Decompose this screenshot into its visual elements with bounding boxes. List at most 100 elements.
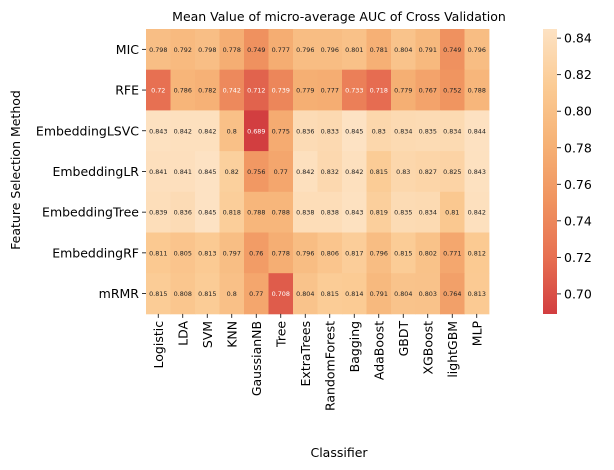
cell-value-label: 0.8 bbox=[227, 127, 237, 135]
y-tick-label: MIC bbox=[116, 42, 139, 57]
heatmap-cell bbox=[146, 273, 171, 315]
colorbar-tick-label: 0.70 bbox=[564, 286, 592, 301]
heatmap-cell bbox=[146, 151, 171, 193]
heatmap-cell bbox=[293, 232, 318, 274]
cell-value-label: 0.845 bbox=[198, 209, 216, 217]
heatmap-cell bbox=[195, 110, 220, 152]
cell-value-label: 0.813 bbox=[468, 290, 486, 298]
heatmap-cell bbox=[317, 273, 343, 315]
cell-value-label: 0.811 bbox=[149, 249, 167, 257]
cell-value-label: 0.733 bbox=[345, 87, 363, 95]
cell-value-label: 0.796 bbox=[321, 46, 339, 54]
heatmap-cell bbox=[219, 191, 245, 233]
colorbar-tick-label: 0.76 bbox=[564, 177, 592, 192]
heatmap-cell bbox=[293, 191, 318, 233]
cell-value-label: 0.712 bbox=[247, 87, 265, 95]
x-tick-label: GaussianNB bbox=[249, 321, 264, 396]
y-axis-ticks: MIC RFE EmbeddingLSVC EmbeddingLR EmbeddingT… bbox=[36, 42, 146, 301]
cell-value-label: 0.814 bbox=[345, 290, 363, 298]
x-tick-label: RandomForest bbox=[322, 321, 337, 411]
heatmap-cell bbox=[391, 69, 416, 111]
cell-value-label: 0.8 bbox=[227, 290, 237, 298]
heatmap-cell bbox=[317, 110, 343, 152]
x-tick-label: lightGBM bbox=[445, 321, 460, 378]
heatmap-cell bbox=[146, 69, 171, 111]
heatmap-cell bbox=[170, 29, 196, 71]
cell-value-label: 0.842 bbox=[198, 127, 216, 135]
heatmap-cell bbox=[464, 29, 490, 71]
heatmap-cell bbox=[170, 273, 196, 315]
cell-value-label: 0.813 bbox=[198, 249, 216, 257]
heatmap-cell bbox=[464, 191, 490, 233]
heatmap-cell bbox=[391, 191, 416, 233]
cell-value-label: 0.775 bbox=[272, 127, 290, 135]
x-tick-label: GBDT bbox=[396, 321, 411, 357]
cell-value-label: 0.808 bbox=[174, 290, 192, 298]
heatmap-cell bbox=[415, 69, 441, 111]
heatmap-cell bbox=[440, 232, 465, 274]
heatmap-cell bbox=[293, 110, 318, 152]
heatmap-cell bbox=[170, 69, 196, 111]
heatmap-cell bbox=[146, 232, 171, 274]
cell-value-label: 0.778 bbox=[223, 46, 241, 54]
heatmap-cell bbox=[342, 69, 367, 111]
cell-value-label: 0.842 bbox=[345, 168, 363, 176]
heatmap-cell bbox=[219, 69, 245, 111]
heatmap-cell bbox=[293, 69, 318, 111]
cell-value-label: 0.839 bbox=[149, 209, 167, 217]
cell-value-label: 0.842 bbox=[174, 127, 192, 135]
cell-value-label: 0.77 bbox=[274, 168, 288, 176]
heatmap-cell bbox=[366, 151, 392, 193]
x-tick-label: MLP bbox=[469, 320, 484, 346]
colorbar-tick-label: 0.74 bbox=[564, 213, 592, 228]
heatmap-cell bbox=[219, 29, 245, 71]
heatmap-cell bbox=[195, 29, 220, 71]
cell-value-label: 0.788 bbox=[272, 209, 290, 217]
colorbar-tick-label: 0.82 bbox=[564, 67, 592, 82]
cell-value-label: 0.843 bbox=[345, 209, 363, 217]
chart-title: Mean Value of micro-average AUC of Cross… bbox=[172, 9, 506, 24]
cell-value-label: 0.838 bbox=[321, 209, 339, 217]
heatmap-cell bbox=[146, 110, 171, 152]
cell-value-label: 0.771 bbox=[443, 249, 461, 257]
cell-value-label: 0.786 bbox=[174, 87, 192, 95]
cell-value-label: 0.689 bbox=[247, 127, 265, 135]
heatmap-cell bbox=[219, 151, 245, 193]
cell-value-label: 0.844 bbox=[468, 127, 486, 135]
heatmap-cell bbox=[415, 110, 441, 152]
cell-value-label: 0.72 bbox=[151, 87, 165, 95]
cell-value-label: 0.82 bbox=[225, 168, 239, 176]
x-axis-ticks: Logistic LDA SVM KNN GaussianNB Tree ExtraTree… bbox=[151, 313, 484, 411]
heatmap-cell bbox=[366, 273, 392, 315]
cell-value-label: 0.827 bbox=[419, 168, 437, 176]
heatmap-cell bbox=[244, 69, 269, 111]
cell-value-label: 0.835 bbox=[419, 127, 437, 135]
heatmap-cell bbox=[268, 232, 294, 274]
heatmap-cell bbox=[268, 191, 294, 233]
heatmap-cell bbox=[391, 273, 416, 315]
cell-value-label: 0.802 bbox=[419, 249, 437, 257]
heatmap-cell bbox=[415, 29, 441, 71]
cell-value-label: 0.791 bbox=[419, 46, 437, 54]
cell-value-label: 0.803 bbox=[419, 290, 437, 298]
heatmap-cell bbox=[440, 110, 465, 152]
heatmap-cell bbox=[170, 151, 196, 193]
heatmap-cell bbox=[170, 191, 196, 233]
cell-value-label: 0.842 bbox=[468, 209, 486, 217]
y-tick-label: RFE bbox=[115, 83, 139, 98]
cell-value-label: 0.796 bbox=[468, 46, 486, 54]
cell-value-label: 0.834 bbox=[394, 127, 412, 135]
heatmap-cell bbox=[244, 29, 269, 71]
cell-value-label: 0.778 bbox=[272, 249, 290, 257]
cell-value-label: 0.779 bbox=[296, 87, 314, 95]
heatmap-cell bbox=[342, 151, 367, 193]
y-tick-label: EmbeddingLSVC bbox=[36, 123, 139, 138]
heatmap-cell bbox=[440, 29, 465, 71]
x-tick-label: SVM bbox=[200, 321, 215, 348]
cell-value-label: 0.804 bbox=[296, 290, 314, 298]
cell-value-label: 0.817 bbox=[345, 249, 363, 257]
heatmap-cell bbox=[219, 273, 245, 315]
heatmap-cell bbox=[317, 151, 343, 193]
heatmap-cell bbox=[195, 232, 220, 274]
